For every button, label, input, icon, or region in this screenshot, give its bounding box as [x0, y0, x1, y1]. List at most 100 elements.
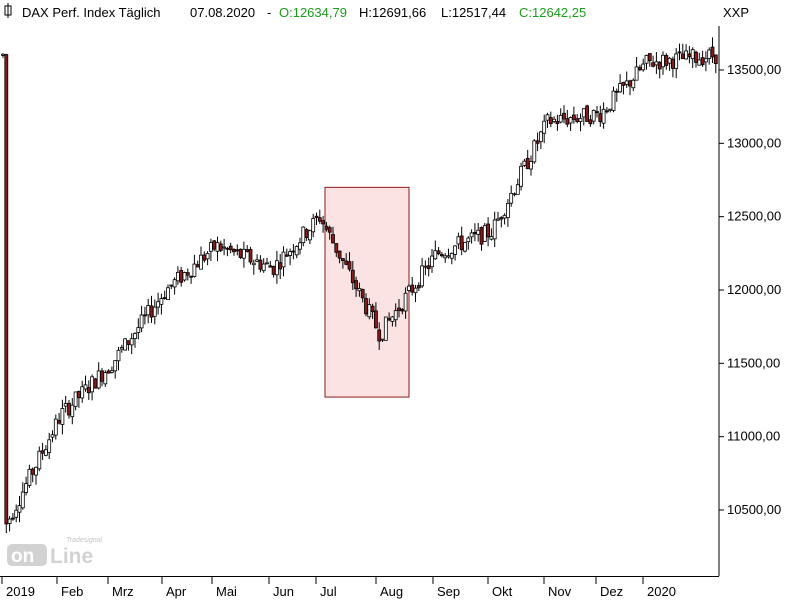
- candle-up: [215, 242, 220, 252]
- candle-up: [7, 518, 12, 524]
- candle-up: [581, 108, 586, 118]
- candle-down: [340, 258, 345, 261]
- candle-up: [684, 50, 688, 60]
- y-tick-label: 11000,00: [727, 429, 780, 444]
- candle-up: [466, 237, 471, 243]
- candle-up: [624, 80, 629, 85]
- candle-down: [93, 378, 98, 389]
- candle-down: [238, 248, 243, 258]
- x-tick-label: Jul: [320, 584, 337, 599]
- candle-up: [552, 118, 556, 122]
- candle-down: [235, 249, 240, 252]
- candle-up: [476, 229, 481, 235]
- candle-up: [502, 214, 507, 219]
- candle-up: [311, 218, 316, 233]
- candle-up: [110, 370, 114, 373]
- candle-down: [671, 58, 675, 69]
- candle-up: [509, 192, 514, 204]
- candle-up: [704, 58, 708, 63]
- candle-up: [136, 327, 141, 333]
- candle-down: [324, 225, 329, 230]
- candle-down: [687, 53, 692, 58]
- candle-up: [166, 287, 170, 301]
- candle-up: [113, 360, 118, 372]
- chart-header: DAX Perf. Index Täglich 07.08.2020 - O:1…: [4, 3, 749, 20]
- candle-up: [139, 314, 144, 329]
- candle-down: [499, 217, 504, 220]
- symbol-label: XXP: [723, 5, 749, 20]
- candle-down: [4, 54, 9, 525]
- candle-up: [690, 49, 695, 60]
- candle-up: [60, 408, 65, 425]
- logo-on: on: [11, 546, 34, 567]
- candle-up: [529, 161, 533, 170]
- candle-up: [631, 79, 636, 89]
- candle-down: [284, 254, 289, 257]
- candle-down: [486, 223, 491, 238]
- candle-up: [123, 338, 127, 351]
- x-tick-label: Feb: [61, 584, 83, 599]
- candle-up: [430, 255, 434, 268]
- x-tick-label: Nov: [548, 584, 572, 599]
- candle-up: [446, 255, 451, 258]
- candle-down: [57, 420, 61, 424]
- candle-down: [344, 260, 349, 265]
- candle-up: [119, 347, 124, 350]
- candle-down: [304, 229, 309, 238]
- candle-up: [133, 333, 137, 339]
- candle-down: [364, 298, 368, 315]
- candle-down: [436, 250, 441, 255]
- candle-down: [621, 81, 626, 86]
- candle-up: [634, 66, 639, 81]
- candle-down: [677, 51, 682, 54]
- candle-down: [595, 111, 599, 114]
- candle-up: [545, 114, 550, 121]
- candle-down: [360, 289, 365, 299]
- candle-down: [651, 62, 655, 67]
- candle-up: [205, 253, 210, 260]
- candle-up: [390, 316, 395, 322]
- chart-title: DAX Perf. Index Täglich: [22, 5, 161, 20]
- candle-down: [232, 249, 236, 253]
- candle-down: [291, 250, 296, 253]
- candle-down: [228, 245, 233, 251]
- candle-up: [265, 262, 269, 265]
- candle-down: [397, 307, 401, 311]
- candle-up: [44, 449, 48, 456]
- x-tick-label: 2019: [6, 584, 35, 599]
- candle-up: [539, 131, 543, 142]
- x-tick-label: Okt: [492, 584, 513, 599]
- candle-up: [667, 57, 672, 64]
- candle-up: [47, 439, 52, 453]
- x-tick-label: 2020: [647, 584, 676, 599]
- candle-up: [90, 376, 94, 393]
- candle-up: [199, 254, 203, 270]
- candle-up: [542, 120, 547, 134]
- candle-down: [710, 46, 715, 58]
- candle-down: [377, 329, 382, 342]
- candle-up: [367, 304, 372, 318]
- x-tick-label: Jun: [273, 584, 294, 599]
- candle-down: [212, 240, 217, 250]
- y-axis-ticks: 10500,00 11000,00 11500,00 12000,00 12500,00…: [719, 62, 781, 517]
- candle-down: [459, 235, 464, 251]
- candle-up: [532, 140, 537, 163]
- high-value: H:12691,66: [359, 5, 426, 20]
- open-value: O:12634,79: [279, 5, 347, 20]
- candle-down: [565, 118, 570, 125]
- candle-down: [268, 265, 273, 268]
- candle-up: [24, 483, 29, 493]
- candle-down: [189, 275, 194, 278]
- candle-up: [192, 263, 197, 277]
- candle-down: [562, 112, 566, 120]
- candle-down: [638, 66, 642, 71]
- candle-down: [100, 370, 104, 382]
- candle-down: [410, 284, 415, 293]
- candle-down: [149, 305, 154, 318]
- candle-up: [80, 386, 85, 399]
- candle-down: [373, 310, 378, 329]
- candle-down: [605, 110, 609, 113]
- candle-down: [142, 314, 147, 317]
- candle-up: [443, 255, 448, 259]
